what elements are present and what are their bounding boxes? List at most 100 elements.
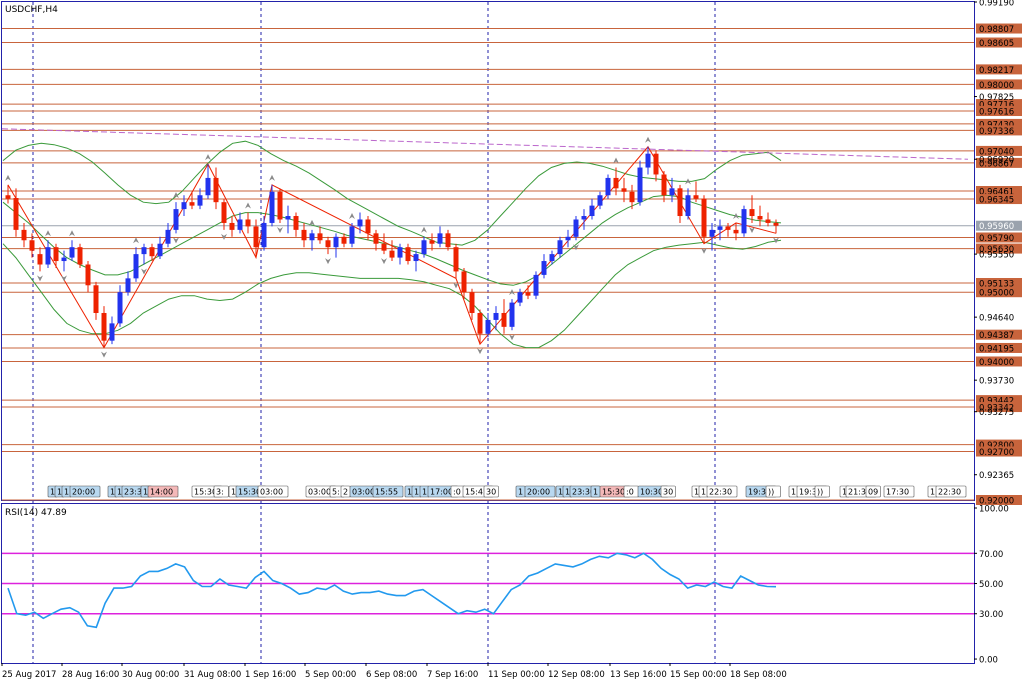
bull-candle [133, 254, 139, 279]
fractal-down-icon [325, 258, 331, 265]
fractal-up-icon [645, 136, 651, 143]
level-price-box [976, 157, 1022, 168]
bull-candle [269, 191, 275, 223]
level-price-label: 0.96867 [979, 159, 1014, 169]
news-event-label: 1 [117, 488, 122, 497]
time-tick-label: 5 Sep 00:00 [305, 670, 356, 680]
level-price-box [976, 186, 1022, 197]
bear-candle [613, 177, 619, 189]
level-price-box [976, 342, 1022, 353]
news-event-marker[interactable]: )) [814, 485, 830, 498]
bull-candle [333, 236, 339, 248]
bear-candle [725, 226, 731, 230]
news-event-marker[interactable]: 3: [213, 485, 229, 498]
fractal-down-icon [573, 244, 579, 251]
bull-candle [493, 312, 499, 320]
level-price-label: 0.97040 [979, 147, 1014, 157]
bull-candle [589, 205, 595, 217]
fractal-up-icon [45, 230, 51, 237]
news-event-label: 1 [701, 488, 706, 497]
bull-candle [261, 222, 267, 248]
bull-candle [141, 247, 147, 255]
bear-candle [701, 198, 707, 237]
level-price-box [976, 329, 1022, 340]
news-event-box [865, 485, 881, 498]
news-event-marker[interactable]: 22:30 [935, 485, 967, 498]
news-event-label: 1 [842, 488, 847, 497]
news-event-label: 15:30 [238, 488, 261, 497]
news-event-marker[interactable]: )) [765, 485, 781, 498]
bull-candle [541, 261, 547, 275]
level-price-box [976, 495, 1022, 505]
news-event-marker[interactable]: 30 [483, 485, 499, 498]
news-event-marker[interactable]: 20:00 [524, 485, 556, 498]
news-event-marker[interactable]: 14:00 [147, 485, 179, 498]
price-tick-label: 0.97825 [979, 93, 1014, 103]
news-event-marker[interactable]: 1 [515, 485, 526, 498]
price-tick-label: 0.93730 [979, 377, 1014, 387]
bear-candle [277, 191, 283, 220]
bull-candle [565, 236, 571, 241]
bear-candle [477, 312, 483, 334]
level-price-box [976, 79, 1022, 90]
news-event-marker[interactable]: 22:30 [706, 485, 738, 498]
news-event-label: 30 [663, 488, 673, 497]
news-event-box [935, 485, 967, 498]
bear-candle [773, 222, 779, 226]
level-price-box [976, 232, 1022, 243]
bull-candle [597, 195, 603, 206]
news-event-marker[interactable]: 09 [865, 485, 881, 498]
bear-candle [389, 250, 395, 258]
price-tick-label: 0.93275 [979, 408, 1014, 418]
news-event-box [213, 485, 229, 498]
news-event-label: 19:30 [748, 488, 771, 497]
fractal-down-icon [173, 237, 179, 244]
level-price-box [976, 37, 1022, 48]
rsi-tick-label: 0.00 [979, 656, 998, 666]
fractal-up-icon [69, 230, 75, 237]
bull-candle [437, 233, 443, 244]
bull-candle [173, 209, 179, 230]
news-event-marker[interactable]: 30 [660, 485, 676, 498]
news-event-marker[interactable]: 17:30 [883, 485, 915, 498]
news-event-label: 2 [343, 488, 348, 497]
time-axis: 25 Aug 2017 28 Aug 16:00 30 Aug 00:00 31 Au… [1, 663, 787, 680]
bear-candle [13, 198, 19, 230]
bull-candle [117, 292, 123, 324]
bull-candle [413, 254, 419, 262]
news-event-marker[interactable]: 03:00 [257, 485, 289, 498]
bear-candle [469, 292, 475, 313]
news-event-box [706, 485, 738, 498]
news-event-marker[interactable]: 10:30 [637, 485, 669, 498]
bear-candle [373, 233, 379, 244]
news-event-label: 1 [518, 488, 523, 497]
time-tick-label: 12 Sep 08:00 [548, 670, 605, 680]
level-price-label: 0.97716 [979, 101, 1014, 111]
bull-candle [517, 292, 523, 303]
level-price-box [976, 99, 1022, 110]
bull-candle [285, 216, 291, 220]
news-event-label: 10:30 [640, 488, 663, 497]
bear-candle [93, 285, 99, 313]
level-price-box [976, 64, 1022, 75]
level-price-label: 0.92000 [979, 497, 1014, 507]
fractal-up-icon [309, 219, 315, 226]
news-event-marker[interactable]: 20:00 [69, 485, 101, 498]
news-event-marker[interactable]: :0 [623, 485, 639, 498]
news-event-marker[interactable]: 2 [340, 485, 351, 498]
level-price-box [976, 446, 1022, 457]
news-event-label: 03:00 [308, 488, 331, 497]
news-event-label: 20:00 [527, 488, 550, 497]
fractal-markers [5, 136, 779, 358]
fractal-down-icon [701, 247, 707, 254]
news-event-marker[interactable]: 1 [590, 485, 601, 498]
rsi-title: RSI(14) 47.89 [5, 508, 67, 518]
news-event-label: 1 [930, 488, 935, 497]
news-event-marker[interactable]: 15:55 [372, 485, 404, 498]
bear-candle [149, 247, 155, 257]
symbol-title: USDCHF,H4 [5, 5, 58, 15]
bear-candle [229, 222, 235, 230]
rsi-tick-label: 70.00 [979, 550, 1003, 560]
